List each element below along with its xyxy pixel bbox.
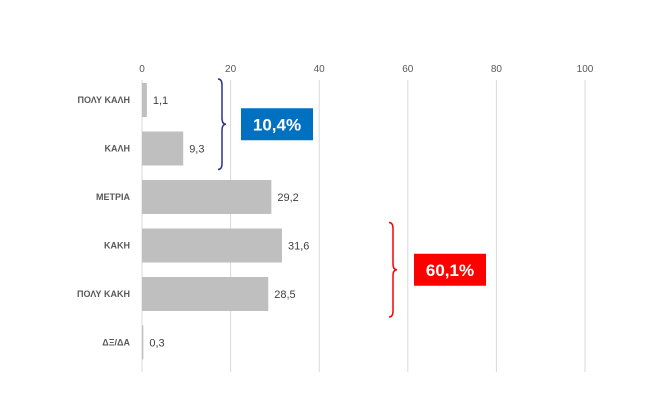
- annotations: 10,4% 60,1%: [217, 78, 486, 318]
- category-label: ΚΑΚΗ: [104, 241, 130, 251]
- bar: [142, 83, 147, 117]
- x-tick-label: 60: [402, 64, 414, 75]
- bar: [142, 180, 272, 214]
- data-label: 9,3: [189, 144, 204, 156]
- category-label: ΠΟΛΥ ΚΑΚΗ: [77, 289, 130, 299]
- bar: [142, 277, 269, 311]
- x-tick-label: 0: [139, 64, 145, 75]
- brace: [388, 221, 398, 318]
- x-tick-label: 40: [314, 64, 326, 75]
- data-label: 31,6: [288, 241, 309, 253]
- x-axis-ticks: 0 20 40 60 80 100: [139, 64, 594, 75]
- data-label: 0,3: [149, 338, 164, 350]
- x-tick-label: 100: [577, 64, 594, 75]
- category-label: ΜΕΤΡΙΑ: [96, 192, 131, 202]
- brace: [217, 78, 227, 171]
- grid-lines: [141, 80, 586, 372]
- callout-box: [241, 108, 313, 141]
- category-label: ΚΑΛΗ: [104, 144, 130, 154]
- category-label: ΠΟΛΥ ΚΑΛΗ: [78, 95, 130, 105]
- callout-box: [414, 253, 486, 286]
- bar: [142, 325, 144, 360]
- x-tick-label: 20: [225, 64, 237, 75]
- x-tick-label: 80: [491, 64, 503, 75]
- callout-label: 60,1%: [426, 261, 474, 280]
- bar: [142, 228, 282, 263]
- data-label: 29,2: [277, 192, 298, 204]
- callout-label: 10,4%: [253, 115, 301, 134]
- category-label: ΔΞ/ΔΑ: [102, 338, 130, 348]
- data-label: 1,1: [153, 95, 168, 107]
- bars: ΠΟΛΥ ΚΑΛΗ 1,1 ΚΑΛΗ 9,3 ΜΕΤΡΙΑ 29,2 ΚΑΚΗ 31,6 ΠΟΛ…: [77, 83, 309, 360]
- data-label: 28,5: [274, 289, 295, 301]
- bar: [142, 131, 184, 166]
